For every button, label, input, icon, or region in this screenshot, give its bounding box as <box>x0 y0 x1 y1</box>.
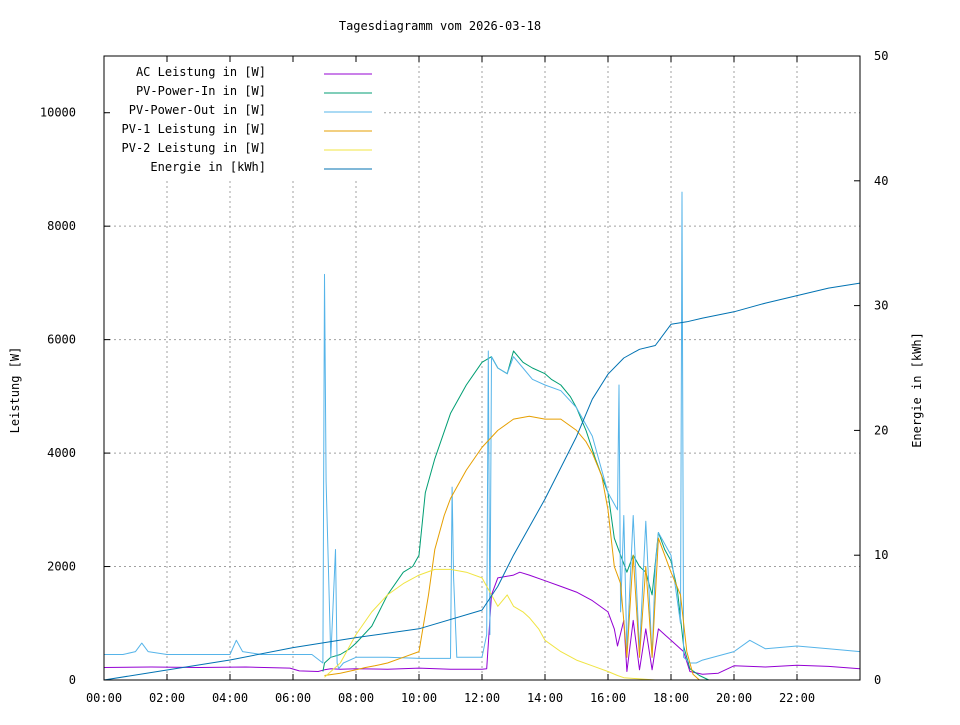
series-line <box>103 571 861 675</box>
x-tick-label: 02:00 <box>149 691 185 705</box>
y-tick-label: 6000 <box>47 333 76 347</box>
y-tick-label: 10000 <box>40 106 76 120</box>
y2-tick-label: 50 <box>874 49 888 63</box>
x-tick-label: 08:00 <box>338 691 374 705</box>
series-line <box>324 568 656 681</box>
legend-label: AC Leistung in [W] <box>136 65 266 79</box>
x-tick-label: 22:00 <box>779 691 815 705</box>
x-tick-label: 04:00 <box>212 691 248 705</box>
legend-label: Energie in [kWh] <box>150 160 266 174</box>
x-tick-label: 20:00 <box>716 691 752 705</box>
x-tick-label: 10:00 <box>401 691 437 705</box>
chart-title: Tagesdiagramm vom 2026-03-18 <box>339 19 541 33</box>
x-tick-label: 18:00 <box>653 691 689 705</box>
axes: 00:00 02:00 04:00 06:00 08:00 10:00 12:00 14:00… <box>40 49 889 705</box>
legend-label: PV-1 Leistung in [W] <box>122 122 267 136</box>
x-tick-label: 06:00 <box>275 691 311 705</box>
y-tick-label: 4000 <box>47 446 76 460</box>
legend: AC Leistung in [W] PV-Power-In in [W] PV-P… <box>106 59 384 181</box>
legend-box <box>106 59 384 181</box>
y2-tick-label: 30 <box>874 299 888 313</box>
x-tick-label: 16:00 <box>590 691 626 705</box>
y2-tick-label: 0 <box>874 673 881 687</box>
series-group <box>103 191 861 681</box>
y2-tick-label: 20 <box>874 423 888 437</box>
plot-frame <box>103 55 861 681</box>
x-tick-label: 14:00 <box>527 691 563 705</box>
legend-label: PV-Power-Out in [W] <box>129 103 266 117</box>
x-tick-label: 00:00 <box>86 691 122 705</box>
y-axis-label: Leistung [W] <box>8 347 22 434</box>
y2-axis-label: Energie in [kWh] <box>910 332 924 448</box>
legend-label: PV-Power-In in [W] <box>136 84 266 98</box>
series-line <box>103 282 861 681</box>
series-line <box>324 415 700 681</box>
y2-tick-label: 10 <box>874 548 888 562</box>
x-tick-label: 12:00 <box>464 691 500 705</box>
y-tick-label: 0 <box>69 673 76 687</box>
legend-label: PV-2 Leistung in [W] <box>122 141 267 155</box>
series-line <box>104 191 861 670</box>
y2-tick-label: 40 <box>874 174 888 188</box>
y-tick-label: 8000 <box>47 219 76 233</box>
y-tick-label: 2000 <box>47 560 76 574</box>
